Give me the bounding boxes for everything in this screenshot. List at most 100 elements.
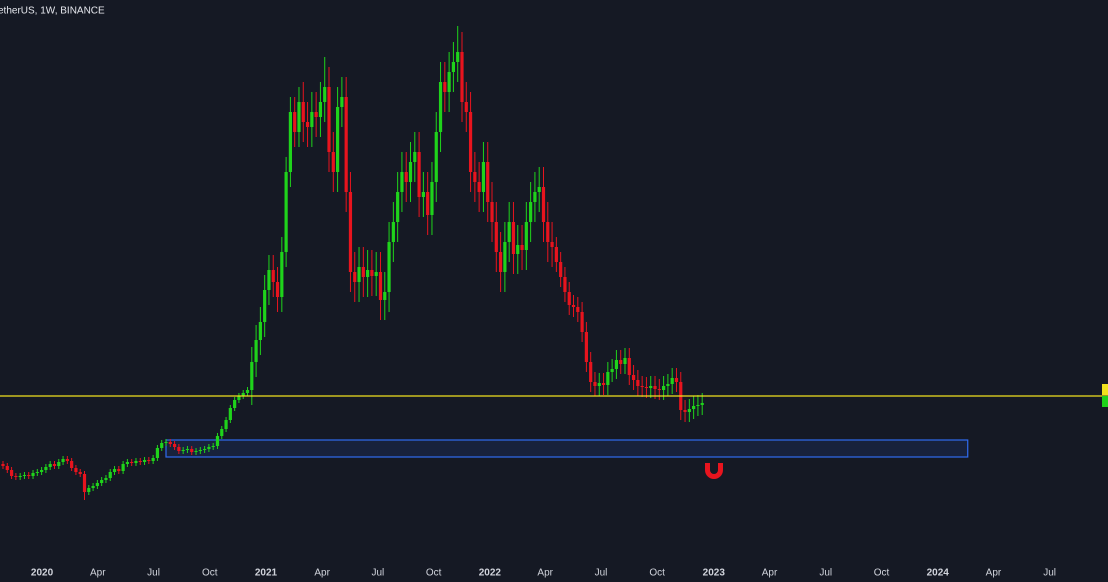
candle-body xyxy=(477,182,481,192)
candle-body xyxy=(104,478,108,480)
candle-body xyxy=(696,405,700,406)
x-tick-label: Jul xyxy=(1043,568,1056,579)
candle-body xyxy=(271,270,275,282)
candle-body xyxy=(74,468,78,472)
candle-body xyxy=(284,172,288,252)
candle-body xyxy=(125,462,130,464)
candle-body xyxy=(228,408,232,420)
candle-body xyxy=(181,450,185,451)
candle-body xyxy=(413,152,417,162)
candle-body xyxy=(520,245,524,250)
candle-body xyxy=(580,312,584,332)
candle-body xyxy=(134,461,138,463)
candle-body xyxy=(275,282,280,297)
candle-body xyxy=(293,112,297,132)
candle-body xyxy=(631,375,636,380)
candle-body xyxy=(700,403,704,405)
candle-body xyxy=(623,358,627,364)
candle-body xyxy=(177,447,181,451)
candle-body xyxy=(597,383,601,386)
price-tag xyxy=(1102,384,1108,395)
candle-body xyxy=(258,322,262,340)
candle-body xyxy=(601,383,606,385)
candle-body xyxy=(31,473,35,476)
candle-body xyxy=(649,386,653,388)
candle-body xyxy=(241,393,245,396)
candle-body xyxy=(151,458,155,461)
candle-body xyxy=(507,222,511,242)
candle-body xyxy=(57,462,61,466)
candle-body xyxy=(323,87,327,102)
candle-body xyxy=(254,340,258,362)
candle-body xyxy=(674,378,679,382)
candle-body xyxy=(155,448,160,458)
candle-body xyxy=(670,378,674,384)
candle-body xyxy=(490,202,494,222)
candle-body xyxy=(224,420,228,429)
plot: 2020 Apr Jul Oct 2021 Apr Jul Oct 2022 Apr Jul Oct 2… xyxy=(0,26,1108,579)
candle-body xyxy=(198,450,202,451)
x-tick-label: 2024 xyxy=(927,568,950,579)
candle-body xyxy=(692,406,696,409)
candle-body xyxy=(571,305,576,307)
candle-body xyxy=(619,360,623,364)
x-tick-label: Jul xyxy=(595,568,608,579)
candle-body xyxy=(589,362,593,382)
candle-body xyxy=(494,222,498,252)
candle-body xyxy=(142,460,147,462)
x-tick-label: Apr xyxy=(537,568,553,579)
candle-body xyxy=(353,272,357,282)
candle-body xyxy=(61,459,65,462)
candle-body xyxy=(147,460,151,461)
candle-body xyxy=(464,102,468,112)
candle-body xyxy=(683,410,687,412)
candle-body xyxy=(138,461,142,462)
candle-body xyxy=(554,247,558,262)
chart-title: etherUS, 1W, BINANCE xyxy=(0,6,105,17)
candle-body xyxy=(537,187,541,192)
candle-body xyxy=(335,107,340,172)
candle-body xyxy=(366,270,370,277)
candle-body xyxy=(160,443,164,448)
candle-body xyxy=(400,172,404,192)
candle-body xyxy=(584,332,588,362)
candle-body xyxy=(18,476,22,477)
candle-body xyxy=(644,387,649,388)
candle-body xyxy=(327,87,331,152)
candle-body xyxy=(486,162,490,202)
candle-body xyxy=(370,270,374,276)
candle-body xyxy=(172,444,177,447)
x-tick-label: Jul xyxy=(819,568,832,579)
candle-body xyxy=(14,476,18,477)
candle-body xyxy=(22,475,27,476)
candle-body xyxy=(297,102,301,132)
candle-body xyxy=(280,252,284,297)
price-tag xyxy=(1102,396,1108,407)
x-tick-label: Oct xyxy=(874,568,890,579)
candle-body xyxy=(207,447,211,449)
candle-body xyxy=(636,380,640,386)
x-tick-label: Oct xyxy=(202,568,218,579)
candle-body xyxy=(447,72,451,92)
candle-body xyxy=(550,242,554,247)
candle-body xyxy=(473,172,477,182)
candle-body xyxy=(314,112,318,117)
candle-body xyxy=(65,459,69,461)
candle-body xyxy=(301,102,305,122)
candle-body xyxy=(82,474,87,492)
candle-body xyxy=(443,82,447,92)
candle-body xyxy=(430,182,434,215)
candle-body xyxy=(383,292,387,300)
candle-body xyxy=(421,192,425,197)
candle-body xyxy=(267,270,271,290)
x-tick-label: Jul xyxy=(372,568,385,579)
x-tick-label: Apr xyxy=(986,568,1002,579)
candle-body xyxy=(408,162,413,182)
candle-body xyxy=(593,382,597,386)
candle-body xyxy=(378,272,383,300)
candle-body xyxy=(318,102,323,117)
candle-body xyxy=(541,187,546,222)
candle-body xyxy=(305,122,310,127)
candle-body xyxy=(524,222,528,250)
candle-body xyxy=(546,222,550,242)
